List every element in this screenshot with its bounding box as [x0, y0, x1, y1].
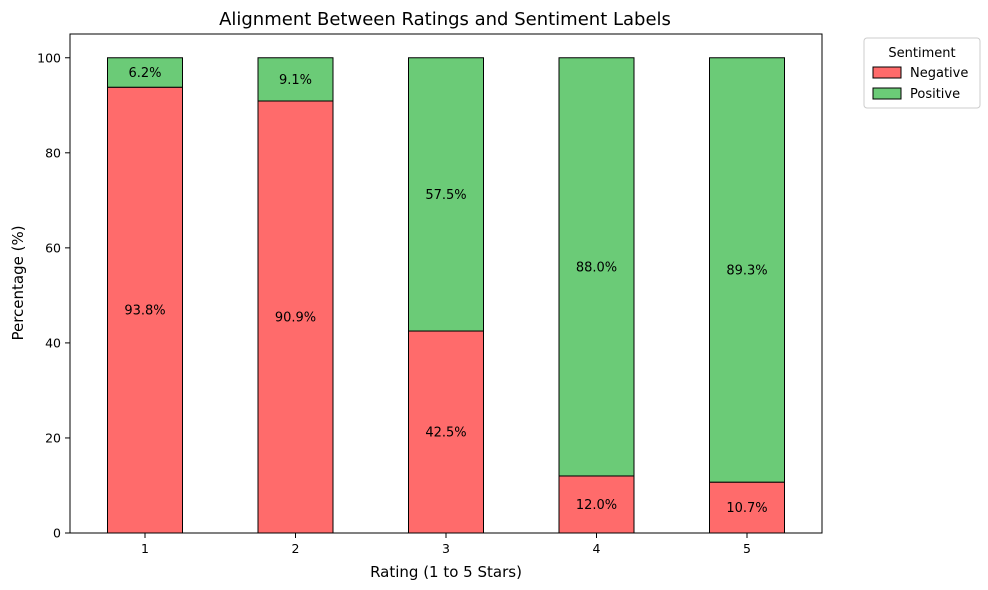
x-tick-label-2: 2: [292, 541, 300, 556]
y-tick-label-40: 40: [45, 335, 61, 350]
legend-swatch-negative: [872, 66, 902, 79]
bar-positive-5: [709, 57, 785, 483]
x-axis-label: Rating (1 to 5 Stars): [370, 563, 522, 581]
bar-label-positive-2: 9.1%: [279, 73, 312, 88]
bar-label-negative-3: 42.5%: [425, 426, 466, 441]
y-axis-label: Percentage (%): [9, 225, 27, 340]
x-axis-ticks: 1 2 3 4 5: [141, 533, 751, 556]
y-tick-label-0: 0: [53, 526, 61, 541]
x-tick-label-4: 4: [593, 541, 601, 556]
bar-label-negative-2: 90.9%: [275, 311, 316, 326]
x-tick-label-5: 5: [743, 541, 751, 556]
legend-swatch-positive: [872, 87, 902, 100]
bar-label-negative-4: 12.0%: [576, 498, 617, 513]
bar-positive-1: [107, 57, 183, 88]
bar-label-positive-3: 57.5%: [425, 188, 466, 203]
chart-title: Alignment Between Ratings and Sentiment …: [219, 9, 671, 30]
bar-positive-3: [408, 57, 484, 332]
legend-title: Sentiment: [888, 46, 955, 61]
bar-label-negative-1: 93.8%: [124, 304, 165, 319]
x-tick-label-1: 1: [141, 541, 149, 556]
bar-negative-3: [408, 330, 484, 534]
legend-label-positive: Positive: [910, 87, 960, 102]
y-tick-label-20: 20: [45, 430, 61, 445]
bars-layer: [107, 57, 785, 534]
bar-label-positive-5: 89.3%: [726, 263, 767, 278]
bar-positive-2: [257, 57, 334, 102]
legend-label-negative: Negative: [910, 66, 968, 81]
bar-labels-layer: 93.8% 6.2% 90.9% 9.1% 42.5% 57.5% 12.0% 88.0% 10…: [124, 66, 767, 516]
bar-positive-4: [558, 57, 635, 477]
bar-label-positive-4: 88.0%: [576, 260, 617, 275]
y-tick-label-60: 60: [45, 240, 61, 255]
x-tick-label-3: 3: [442, 541, 450, 556]
legend: Sentiment Negative Positive: [863, 37, 981, 109]
y-axis-ticks: 0 20 40 60 80 100: [37, 50, 70, 541]
y-tick-label-80: 80: [45, 145, 61, 160]
bar-label-positive-1: 6.2%: [128, 66, 161, 81]
bar-negative-1: [107, 86, 183, 534]
y-tick-label-100: 100: [37, 50, 61, 65]
bar-label-negative-5: 10.7%: [726, 501, 767, 516]
